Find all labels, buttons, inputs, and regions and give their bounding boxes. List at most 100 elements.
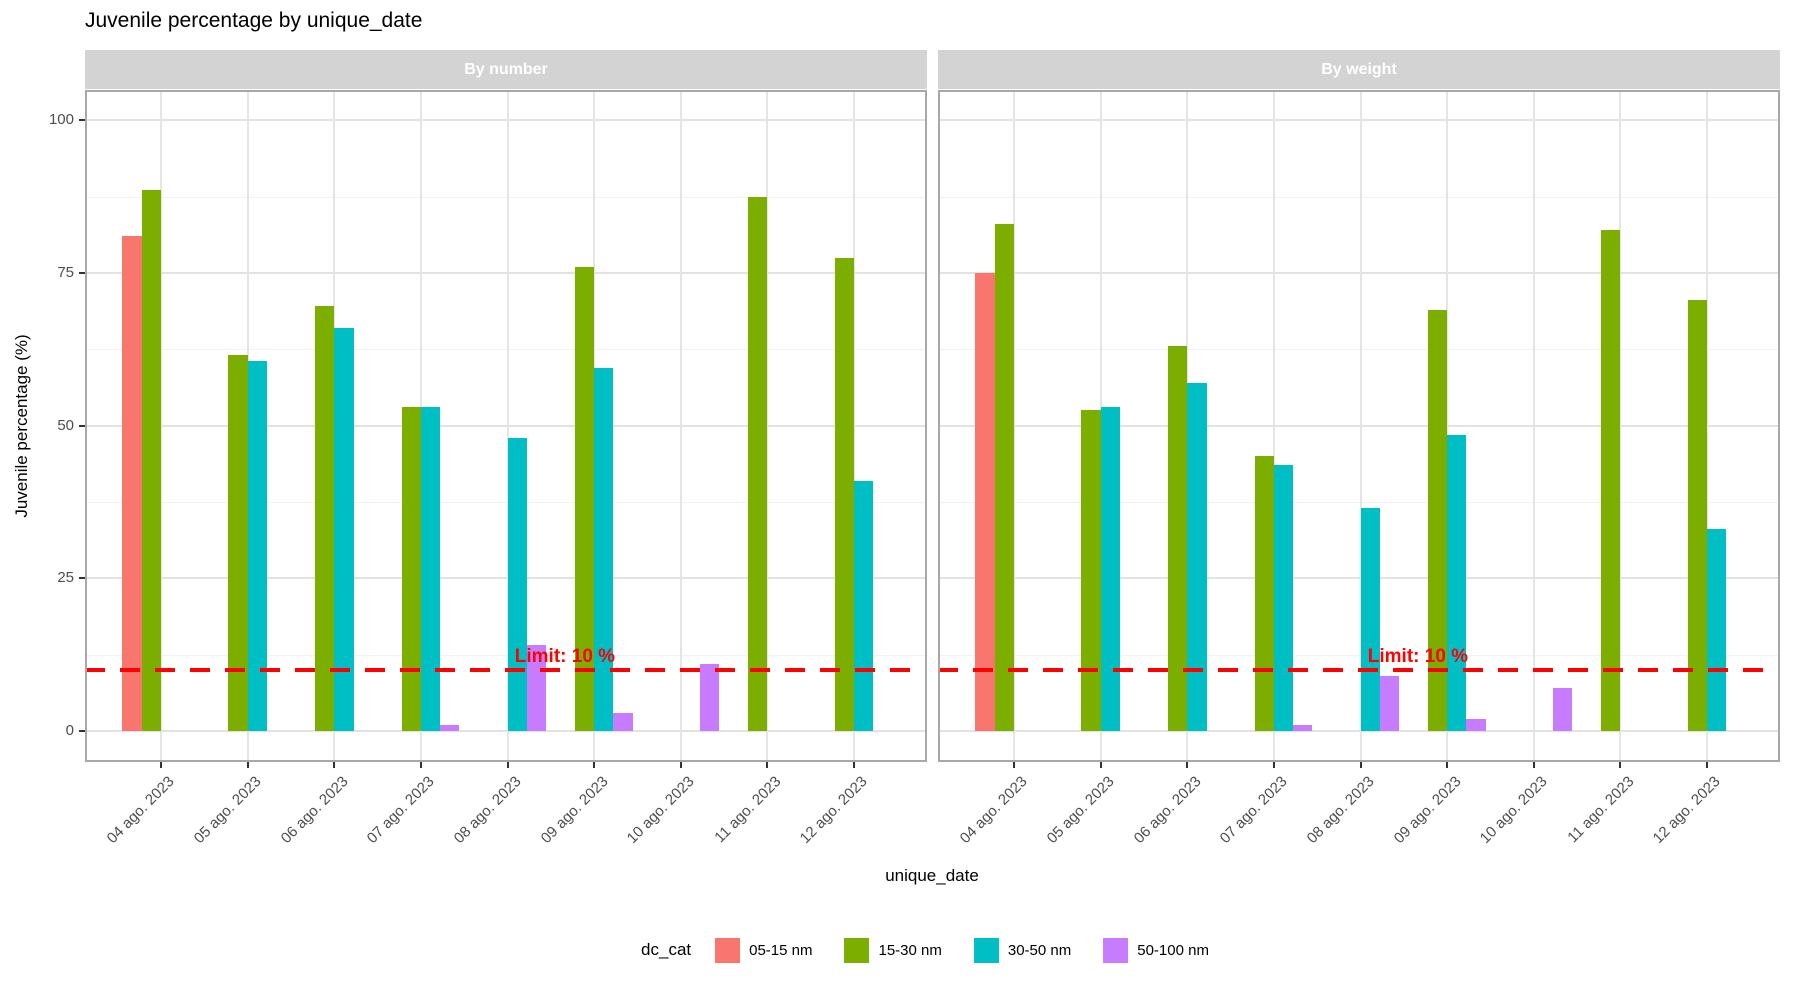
bar-by-number-2-30-50-nm [247,361,267,731]
x-tick-mark [246,762,249,768]
bar-by-number-8-15-30-nm [748,196,768,731]
bar-by-weight-3-15-30-nm [1167,346,1188,731]
x-tick-label: 09 ago. 2023 [1390,773,1465,847]
legend-swatch-15-30-nm [844,937,870,963]
x-tick-label: 05 ago. 2023 [190,773,265,847]
gridline-minor [85,501,927,503]
bar-by-weight-1-15-30-nm [994,224,1015,731]
bar-by-weight-3-30-50-nm [1187,382,1207,731]
x-tick-label: 08 ago. 2023 [1303,773,1378,847]
gridline-vertical [506,90,509,762]
bar-by-number-6-15-30-nm [574,266,595,731]
x-tick-mark [679,762,682,768]
x-axis-title: unique_date [885,866,979,885]
y-tick-mark [79,577,85,580]
gridline-minor [85,196,927,198]
x-tick-mark [852,762,855,768]
gridline-vertical [1619,90,1622,762]
gridline-major [938,424,1780,427]
x-tick-mark [160,762,163,768]
bar-by-number-5-50-100-nm [526,645,547,731]
facet-strip-label: By weight [1321,60,1397,78]
panel-by-number: Limit: 10 % [85,90,927,762]
bar-by-number-7-50-100-nm [700,663,720,731]
gridline-vertical [1446,90,1449,762]
page-title: Juvenile percentage by unique_date [85,9,423,32]
legend-label: 30-50 nm [1007,941,1072,959]
legend-swatch-30-50-nm [973,937,999,963]
x-tick-mark [1359,762,1362,768]
bar-by-weight-4-50-100-nm [1293,724,1313,731]
gridline-major [85,730,927,732]
facet-strip-label: By number [464,60,548,78]
legend-item: 15-30 nm [844,937,942,963]
x-tick-mark [1272,762,1275,768]
bar-by-number-4-15-30-nm [401,407,421,731]
x-tick-mark [1705,762,1708,768]
gridline-major [938,730,1780,732]
y-tick-label: 75 [57,263,74,281]
legend-swatch-05-15-nm [715,937,741,963]
gridline-major [938,271,1780,274]
x-tick-label: 07 ago. 2023 [363,773,438,847]
bar-by-number-1-15-30-nm [141,190,162,731]
x-tick-mark [766,762,769,768]
x-tick-mark [1099,762,1102,768]
gridline-vertical [1272,90,1275,762]
bar-by-number-1-05-15-nm [122,236,142,731]
bar-by-weight-2-30-50-nm [1100,407,1120,731]
x-tick-label: 08 ago. 2023 [450,773,525,847]
x-tick-label: 05 ago. 2023 [1043,773,1118,847]
gridline-major [85,577,927,580]
y-tick-label: 50 [57,416,74,434]
legend-item: 30-50 nm [973,937,1072,963]
bar-by-weight-2-15-30-nm [1081,410,1101,731]
bar-by-number-6-30-50-nm [594,367,614,731]
x-tick-label: 11 ago. 2023 [1564,773,1638,847]
x-tick-mark [1619,762,1622,768]
x-tick-mark [1532,762,1535,768]
gridline-minor [938,349,1780,351]
bar-by-weight-4-15-30-nm [1254,456,1274,731]
y-tick-label: 0 [65,722,74,739]
x-tick-label: 10 ago. 2023 [1476,773,1551,847]
legend-title: dc_cat [641,940,692,959]
x-tick-label: 04 ago. 2023 [104,773,179,847]
legend-label: 05-15 nm [749,941,813,959]
y-tick-mark [79,271,85,274]
y-tick-mark [79,119,85,122]
x-tick-mark [1013,762,1016,768]
gridline-vertical [679,90,682,762]
x-tick-mark [506,762,509,768]
limit-line [85,667,927,672]
x-tick-mark [593,762,596,768]
facet-strip-by-weight: By weight [938,50,1780,89]
bar-by-number-4-50-100-nm [440,724,460,731]
x-tick-label: 12 ago. 2023 [797,773,872,847]
panel-by-weight: Limit: 10 % [938,90,1780,762]
x-tick-label: 07 ago. 2023 [1216,773,1291,847]
bar-by-weight-6-30-50-nm [1447,434,1467,731]
gridline-major [938,577,1780,580]
x-tick-mark [333,762,336,768]
legend-item: 50-100 nm [1103,937,1209,963]
bar-by-weight-9-15-30-nm [1687,300,1707,731]
x-tick-mark [1186,762,1189,768]
y-tick-mark [79,730,85,732]
y-tick-mark [79,424,85,427]
x-tick-label: 09 ago. 2023 [537,773,612,847]
bar-by-weight-6-50-100-nm [1466,718,1486,731]
bar-by-weight-4-30-50-nm [1273,465,1294,731]
bar-by-weight-5-50-100-nm [1379,676,1400,731]
gridline-minor [938,654,1780,656]
gridline-vertical [1013,90,1016,762]
limit-label: Limit: 10 % [1367,645,1469,667]
gridline-vertical [1705,90,1708,762]
limit-label: Limit: 10 % [514,645,616,667]
gridline-vertical [852,90,855,762]
bar-by-weight-7-50-100-nm [1553,688,1573,731]
gridline-major [85,271,927,274]
bar-by-number-5-30-50-nm [507,437,527,731]
legend-swatch-50-100-nm [1103,937,1129,963]
